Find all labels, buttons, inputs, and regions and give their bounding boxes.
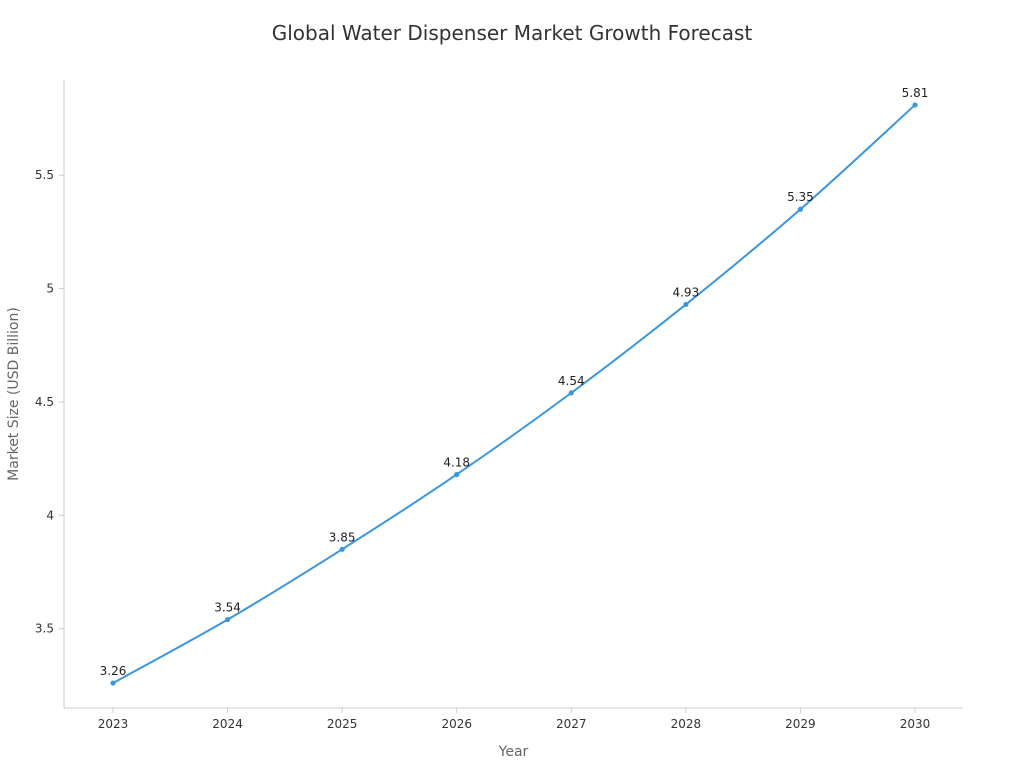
x-axis-ticks: 2023 2024 2025 2026 2027 2028 2029 2030 [98, 708, 931, 731]
y-axis-label: Market Size (USD Billion) [6, 307, 22, 481]
x-tick-label: 2025 [327, 717, 358, 731]
x-tick-label: 2030 [900, 717, 931, 731]
series-line [112, 104, 916, 684]
data-point [683, 301, 689, 308]
data-label: 4.54 [558, 374, 585, 388]
y-tick-label: 4.5 [35, 395, 54, 409]
data-point [110, 680, 116, 686]
chart-title: Global Water Dispenser Market Growth For… [272, 21, 753, 45]
data-label: 3.26 [100, 664, 127, 678]
data-label: 3.54 [214, 601, 241, 615]
data-label: 4.18 [443, 455, 470, 469]
x-axis-label: Year [498, 744, 529, 760]
y-tick-label: 3.5 [35, 622, 54, 636]
series-layer: 3.26 3.54 3.85 4.18 4.54 4.93 5.35 5.81 [100, 86, 929, 686]
data-point [339, 546, 345, 552]
y-tick-label: 4 [46, 508, 54, 522]
x-tick-label: 2024 [212, 717, 243, 731]
axes [63, 80, 963, 709]
data-point [797, 206, 804, 212]
x-tick-label: 2026 [441, 717, 472, 731]
data-point [224, 616, 231, 623]
x-tick-label: 2028 [671, 717, 702, 731]
data-label: 3.85 [329, 530, 356, 544]
data-label: 4.93 [672, 285, 699, 299]
y-tick-label: 5.5 [35, 168, 54, 182]
data-point [912, 102, 918, 108]
data-label: 5.81 [902, 86, 929, 100]
x-tick-label: 2023 [98, 717, 129, 731]
data-label: 5.35 [787, 190, 814, 204]
y-tick-label: 5 [46, 282, 54, 296]
x-tick-label: 2029 [785, 717, 816, 731]
x-tick-label: 2027 [556, 717, 587, 731]
data-point [454, 471, 460, 478]
y-axis-ticks: 3.5 4 4.5 5 5.5 [35, 168, 64, 636]
data-point [568, 390, 574, 396]
